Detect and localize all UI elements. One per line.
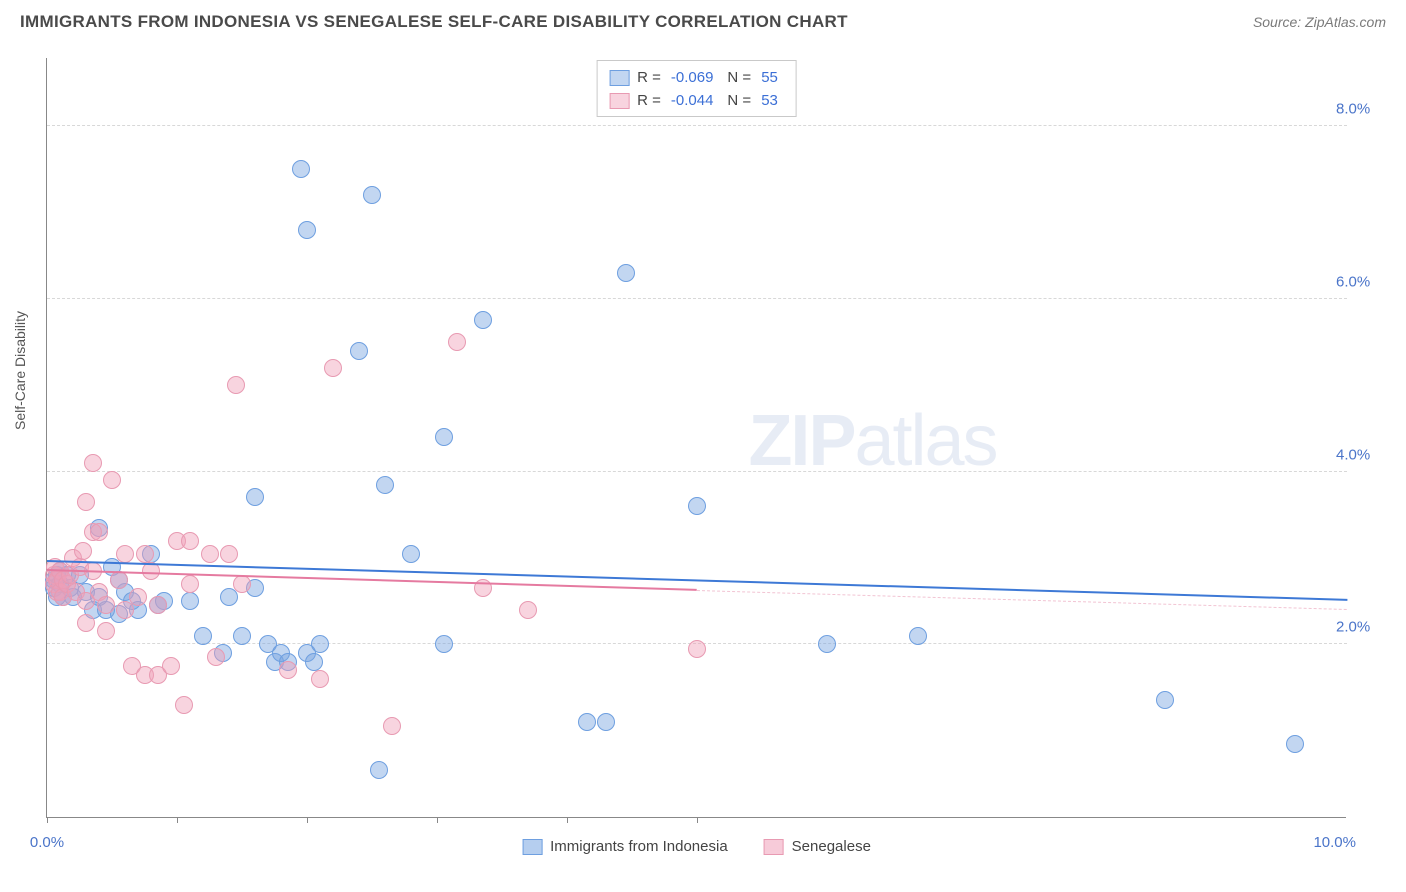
data-point	[194, 627, 212, 645]
x-tick	[697, 817, 698, 823]
data-point	[435, 635, 453, 653]
plot-region: ZIPatlas R =-0.069 N =55 R =-0.044 N =53…	[46, 58, 1346, 818]
data-point	[383, 717, 401, 735]
data-point	[90, 523, 108, 541]
data-point	[116, 545, 134, 563]
data-point	[181, 575, 199, 593]
data-point	[448, 333, 466, 351]
data-point	[233, 575, 251, 593]
data-point	[74, 542, 92, 560]
x-tick-label: 0.0%	[30, 834, 64, 851]
data-point	[350, 342, 368, 360]
data-point	[201, 545, 219, 563]
data-point	[129, 588, 147, 606]
swatch-series-2	[609, 93, 629, 109]
legend-bottom: Immigrants from Indonesia Senegalese	[522, 838, 871, 855]
legend-stats: R =-0.069 N =55 R =-0.044 N =53	[596, 60, 797, 117]
data-point	[688, 640, 706, 658]
data-point	[474, 311, 492, 329]
data-point	[688, 497, 706, 515]
x-tick	[47, 817, 48, 823]
data-point	[1286, 735, 1304, 753]
data-point	[1156, 691, 1174, 709]
scatter-chart: ZIPatlas R =-0.069 N =55 R =-0.044 N =53…	[46, 58, 1386, 818]
x-tick	[177, 817, 178, 823]
data-point	[84, 454, 102, 472]
y-tick-label: 8.0%	[1336, 101, 1386, 118]
swatch-series-2	[764, 839, 784, 855]
y-tick-label: 4.0%	[1336, 446, 1386, 463]
trend-line	[697, 590, 1347, 610]
data-point	[292, 160, 310, 178]
page-title: IMMIGRANTS FROM INDONESIA VS SENEGALESE …	[20, 12, 848, 32]
swatch-series-1	[522, 839, 542, 855]
data-point	[175, 696, 193, 714]
data-point	[311, 670, 329, 688]
legend-item: Senegalese	[764, 838, 871, 855]
y-tick-label: 2.0%	[1336, 619, 1386, 636]
data-point	[519, 601, 537, 619]
data-point	[298, 221, 316, 239]
data-point	[578, 713, 596, 731]
data-point	[324, 359, 342, 377]
data-point	[597, 713, 615, 731]
data-point	[220, 545, 238, 563]
legend-stats-row: R =-0.069 N =55	[609, 67, 784, 90]
data-point	[181, 592, 199, 610]
data-point	[246, 488, 264, 506]
data-point	[181, 532, 199, 550]
data-point	[305, 653, 323, 671]
data-point	[363, 186, 381, 204]
x-tick	[307, 817, 308, 823]
gridline	[47, 471, 1347, 472]
data-point	[279, 661, 297, 679]
data-point	[77, 614, 95, 632]
data-point	[149, 596, 167, 614]
data-point	[162, 657, 180, 675]
x-tick	[437, 817, 438, 823]
legend-item: Immigrants from Indonesia	[522, 838, 728, 855]
data-point	[97, 596, 115, 614]
x-tick-label: 10.0%	[1313, 834, 1356, 851]
data-point	[617, 264, 635, 282]
legend-label: Immigrants from Indonesia	[550, 838, 728, 855]
trend-line	[47, 569, 697, 591]
data-point	[435, 428, 453, 446]
data-point	[207, 648, 225, 666]
y-axis-title: Self-Care Disability	[12, 311, 28, 430]
data-point	[227, 376, 245, 394]
data-point	[233, 627, 251, 645]
data-point	[909, 627, 927, 645]
data-point	[136, 545, 154, 563]
gridline	[47, 125, 1347, 126]
data-point	[77, 493, 95, 511]
data-point	[818, 635, 836, 653]
source-attribution: Source: ZipAtlas.com	[1253, 14, 1386, 30]
x-tick	[567, 817, 568, 823]
data-point	[103, 471, 121, 489]
legend-stats-row: R =-0.044 N =53	[609, 90, 784, 113]
data-point	[376, 476, 394, 494]
swatch-series-1	[609, 70, 629, 86]
data-point	[311, 635, 329, 653]
data-point	[402, 545, 420, 563]
gridline	[47, 298, 1347, 299]
legend-label: Senegalese	[792, 838, 871, 855]
data-point	[97, 622, 115, 640]
y-tick-label: 6.0%	[1336, 273, 1386, 290]
watermark: ZIPatlas	[748, 400, 996, 482]
data-point	[370, 761, 388, 779]
